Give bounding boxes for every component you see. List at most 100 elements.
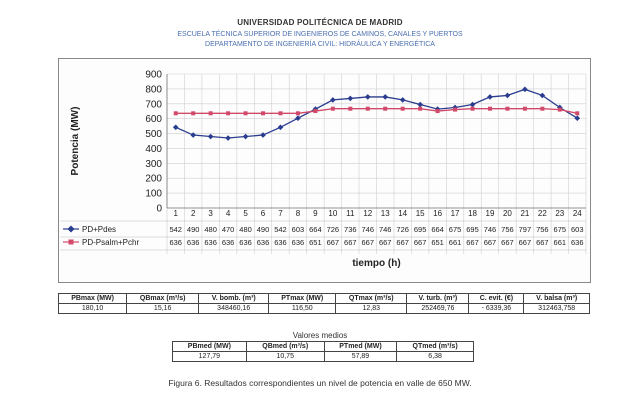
table-value: 746 <box>379 225 392 234</box>
table-value: 667 <box>466 238 479 247</box>
y-axis-label: Potencia (MW) <box>70 107 81 176</box>
data-point-PD+Pdes <box>504 92 511 99</box>
table-value: 667 <box>379 238 392 247</box>
data-point-PD-Psalm+Pchr <box>278 111 283 116</box>
data-point-PD+Pdes <box>172 124 179 131</box>
table-value: 667 <box>414 238 427 247</box>
results-value-cell: 252469,76 <box>406 303 470 314</box>
x-tick-label: 1 <box>174 209 179 218</box>
table-value: 797 <box>519 225 532 234</box>
table-value: 667 <box>362 238 375 247</box>
table-value: 661 <box>554 238 567 247</box>
y-tick-label: 0 <box>156 204 162 215</box>
y-tick-label: 800 <box>145 84 162 95</box>
medios-header-row: PBmed (MW) QBmed (m³/s) PTmed (MW) QTmed (m… <box>172 341 474 352</box>
results-value-cell: 15,16 <box>126 303 200 314</box>
x-tick-label: 10 <box>328 209 337 218</box>
data-point-PD+Pdes <box>330 97 336 103</box>
data-point-PD-Psalm+Pchr <box>487 106 492 111</box>
results-header-cell: V. bomb. (m³) <box>198 293 270 304</box>
x-tick-label: 3 <box>208 209 213 218</box>
table-value: 636 <box>292 238 305 247</box>
medios-header-cell: PTmed (MW) <box>323 341 398 352</box>
data-point-PD-Psalm+Pchr <box>243 111 248 116</box>
medios-header-cell: QTmed (m³/s) <box>396 341 474 352</box>
data-point-PD-Psalm+Pchr <box>365 106 370 111</box>
data-point-PD-Psalm+Pchr <box>330 106 335 111</box>
y-tick-label: 700 <box>145 99 162 110</box>
power-chart: 0 100 200 300 400 500 600 700 800 900 Potencia (MW… <box>60 70 587 269</box>
results-table: PBmax (MW) QBmax (m³/s) V. bomb. (m³) PTmax… <box>57 293 590 314</box>
data-point-PD+Pdes <box>382 94 389 100</box>
data-point-PD-Psalm+Pchr <box>208 111 213 116</box>
data-point-PD+Pdes <box>242 133 249 140</box>
table-value: 636 <box>239 238 252 247</box>
x-tick-label: 7 <box>278 209 283 218</box>
table-value: 695 <box>414 225 427 234</box>
table-value: 636 <box>274 238 287 247</box>
table-value: 480 <box>204 225 217 234</box>
table-value: 746 <box>484 225 497 234</box>
x-tick-label: 16 <box>433 209 442 218</box>
x-tick-label: 24 <box>573 209 582 218</box>
x-tick-label: 15 <box>416 209 425 218</box>
data-point-PD+Pdes <box>225 135 231 141</box>
data-point-PD+Pdes <box>364 94 371 100</box>
table-value: 651 <box>309 238 322 247</box>
data-point-PD-Psalm+Pchr <box>295 111 300 116</box>
table-value: 651 <box>431 238 444 247</box>
data-point-PD-Psalm+Pchr <box>348 106 353 111</box>
table-value: 675 <box>449 225 462 234</box>
data-point-PD+Pdes <box>487 94 493 100</box>
data-point-PD-Psalm+Pchr <box>453 107 458 112</box>
results-header-cell: PBmax (MW) <box>57 293 128 304</box>
x-tick-label: 22 <box>538 209 547 218</box>
table-value: 603 <box>571 225 584 234</box>
results-header-cell: C. evit. (€) <box>468 293 525 304</box>
x-axis-label: tiempo (h) <box>352 258 400 269</box>
x-tick-label: 11 <box>346 209 355 218</box>
x-tick-label: 23 <box>555 209 564 218</box>
results-value-cell: - 6339,36 <box>468 303 525 314</box>
table-value: 636 <box>257 238 270 247</box>
data-point-PD+Pdes <box>190 132 197 138</box>
data-point-PD+Pdes <box>260 132 266 138</box>
data-point-PD-Psalm+Pchr <box>540 106 545 111</box>
x-tick-label: 9 <box>313 209 318 218</box>
table-value: 695 <box>466 225 479 234</box>
results-header-cell: PTmax (MW) <box>268 293 337 304</box>
x-tick-label: 18 <box>468 209 477 218</box>
x-tick-label: 12 <box>363 209 372 218</box>
y-tick-label: 200 <box>145 174 162 185</box>
table-value: 664 <box>431 225 444 234</box>
table-value: 756 <box>536 225 549 234</box>
y-tick-label: 300 <box>145 159 162 170</box>
results-header-cell: QTmax (m³/s) <box>335 293 408 304</box>
data-point-PD-Psalm+Pchr <box>173 111 178 116</box>
medios-title: Valores medios <box>292 331 348 340</box>
results-header-cell: QBmax (m³/s) <box>126 293 200 304</box>
table-value: 636 <box>571 238 584 247</box>
table-value: 667 <box>396 238 409 247</box>
results-value-cell: 312463,758 <box>523 303 590 314</box>
data-point-PD-Psalm+Pchr <box>313 109 318 114</box>
table-value: 636 <box>204 238 217 247</box>
medios-value-row: 127,79 10,75 57,89 6,38 <box>172 351 474 362</box>
x-tick-label: 14 <box>398 209 407 218</box>
results-value-cell: 12,83 <box>335 303 408 314</box>
data-point-PD-Psalm+Pchr <box>418 106 423 111</box>
x-tick-label: 13 <box>381 209 390 218</box>
x-tick-label: 2 <box>191 209 196 218</box>
school-heading: ESCUELA TÉCNICA SUPERIOR DE INGENIEROS D… <box>177 31 463 38</box>
table-value: 675 <box>554 225 567 234</box>
table-value: 490 <box>257 225 270 234</box>
table-value: 746 <box>362 225 375 234</box>
medios-header-cell: QBmed (m³/s) <box>245 341 325 352</box>
table-value: 667 <box>484 238 497 247</box>
data-point-PD-Psalm+Pchr <box>522 106 527 111</box>
data-point-PD+Pdes <box>539 92 546 99</box>
medios-value-cell: 57,89 <box>323 351 398 362</box>
data-point-PD+Pdes <box>295 115 301 122</box>
legend-label: PD+Pdes <box>82 225 116 234</box>
table-value: 726 <box>327 225 340 234</box>
